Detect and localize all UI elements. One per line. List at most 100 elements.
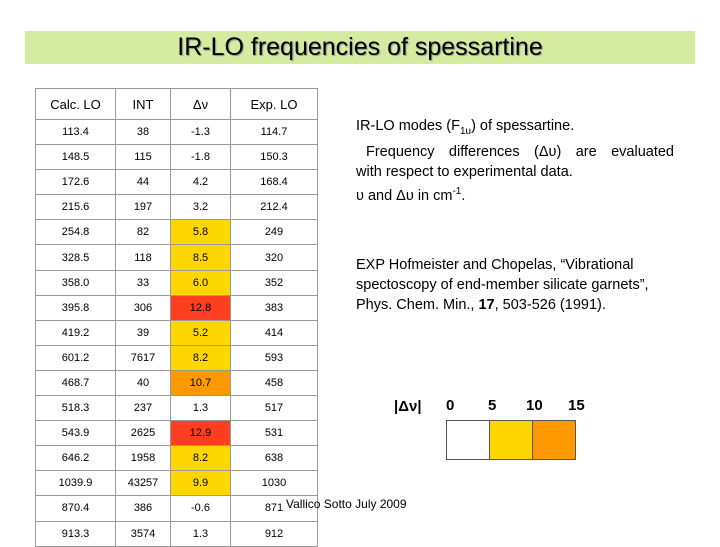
page-title: IR-LO frequencies of spessartine — [177, 33, 543, 61]
header-exp-lo: Exp. LO — [230, 88, 318, 120]
legend-swatch-0-5 — [446, 420, 490, 460]
cell-calc-lo: 601.2 — [35, 344, 116, 371]
header-int: INT — [115, 88, 171, 120]
cell-delta-nu: 3.2 — [170, 194, 231, 221]
table-row: 646.2 1958 8.2 638 — [35, 445, 318, 472]
table-row: 518.3 237 1.3 517 — [35, 395, 318, 422]
cell-delta-nu: 8.5 — [170, 244, 231, 271]
cell-exp-lo: 114.7 — [230, 118, 318, 146]
cell-exp-lo: 638 — [230, 445, 318, 472]
table-body: 113.4 38 -1.3 114.7 148.5 115 -1.8 150.3 172.6 44… — [35, 118, 318, 547]
cell-delta-nu: 12.9 — [170, 420, 231, 447]
cell-int: 237 — [115, 395, 171, 422]
cell-exp-lo: 352 — [230, 269, 318, 296]
cell-exp-lo: 912 — [230, 520, 318, 547]
table-row: 543.9 2625 12.9 531 — [35, 420, 318, 447]
cell-exp-lo: 531 — [230, 420, 318, 447]
cell-exp-lo: 150.3 — [230, 144, 318, 171]
table-row: 328.5 118 8.5 320 — [35, 244, 318, 271]
frequency-table: Calc. LO INT Δν Exp. LO 113.4 38 -1.3 114.7… — [35, 88, 318, 547]
cell-exp-lo: 458 — [230, 369, 318, 397]
title-banner: IR-LO frequencies of spessartine — [25, 31, 695, 64]
table-row: 358.0 33 6.0 352 — [35, 269, 318, 296]
reference-citation: EXP Hofmeister and Chopelas, “Vibrationa… — [356, 255, 686, 315]
cell-int: 3574 — [115, 520, 171, 547]
cell-int: 2625 — [115, 420, 171, 447]
cell-int: 306 — [115, 294, 171, 321]
cell-calc-lo: 395.8 — [35, 294, 116, 321]
cell-exp-lo: 593 — [230, 344, 318, 371]
table-row: 913.3 3574 1.3 912 — [35, 520, 318, 547]
table-row: 468.7 40 10.7 458 — [35, 369, 318, 397]
cell-delta-nu: -1.3 — [170, 118, 231, 146]
table-row: 1039.9 43257 9.9 1030 — [35, 470, 318, 497]
cell-calc-lo: 543.9 — [35, 420, 116, 447]
cell-delta-nu: -0.6 — [170, 495, 231, 522]
cell-int: 43257 — [115, 470, 171, 497]
table-row: 419.2 39 5.2 414 — [35, 319, 318, 346]
cell-calc-lo: 646.2 — [35, 445, 116, 472]
cell-exp-lo: 517 — [230, 395, 318, 422]
legend-tick-10: 10 — [526, 397, 543, 414]
cell-calc-lo: 254.8 — [35, 219, 116, 246]
table-row: 113.4 38 -1.3 114.7 — [35, 118, 318, 146]
description-line-2: Frequency differences (Δυ) are evaluated — [366, 143, 674, 160]
cell-int: 44 — [115, 169, 171, 196]
cell-int: 386 — [115, 495, 171, 522]
cell-calc-lo: 870.4 — [35, 495, 116, 522]
table-row: 395.8 306 12.8 383 — [35, 294, 318, 321]
cell-int: 118 — [115, 244, 171, 271]
cell-exp-lo: 320 — [230, 244, 318, 271]
cell-delta-nu: 6.0 — [170, 269, 231, 296]
cell-delta-nu: 9.9 — [170, 470, 231, 497]
reference-line-3: Phys. Chem. Min., 17, 503-526 (1991). — [356, 297, 606, 313]
cell-calc-lo: 1039.9 — [35, 470, 116, 497]
table-row: 254.8 82 5.8 249 — [35, 219, 318, 246]
cell-calc-lo: 518.3 — [35, 395, 116, 422]
footer-credit: Vallico Sotto July 2009 — [286, 497, 407, 511]
cell-int: 33 — [115, 269, 171, 296]
reference-line-2: spectoscopy of end-member silicate garne… — [356, 277, 649, 293]
table-header-row: Calc. LO INT Δν Exp. LO — [35, 88, 318, 120]
cell-delta-nu: 1.3 — [170, 395, 231, 422]
cell-delta-nu: 1.3 — [170, 520, 231, 547]
cell-int: 39 — [115, 319, 171, 346]
cell-delta-nu: 8.2 — [170, 445, 231, 472]
cell-delta-nu: -1.8 — [170, 144, 231, 171]
cell-calc-lo: 328.5 — [35, 244, 116, 271]
cell-calc-lo: 215.6 — [35, 194, 116, 221]
header-delta-nu: Δν — [170, 88, 231, 120]
cell-delta-nu: 5.2 — [170, 319, 231, 346]
description-line-1: IR-LO modes (F1u) of spessartine. — [356, 118, 575, 137]
cell-exp-lo: 414 — [230, 319, 318, 346]
description-line-4: υ and Δυ in cm-1. — [356, 185, 466, 204]
cell-delta-nu: 4.2 — [170, 169, 231, 196]
table-row: 870.4 386 -0.6 871 — [35, 495, 318, 522]
legend-swatch-10-15 — [532, 420, 576, 460]
cell-exp-lo: 871 — [230, 495, 318, 522]
table-row: 601.2 7617 8.2 593 — [35, 344, 318, 371]
cell-exp-lo: 249 — [230, 219, 318, 246]
cell-delta-nu: 10.7 — [170, 369, 231, 397]
cell-int: 40 — [115, 369, 171, 397]
table-row: 172.6 44 4.2 168.4 — [35, 169, 318, 196]
table-row: 215.6 197 3.2 212.4 — [35, 194, 318, 221]
legend-swatch-5-10 — [489, 420, 533, 460]
reference-line-1: EXP Hofmeister and Chopelas, “Vibrationa… — [356, 257, 634, 273]
cell-int: 38 — [115, 118, 171, 146]
cell-delta-nu: 5.8 — [170, 219, 231, 246]
legend-tick-5: 5 — [488, 397, 497, 414]
cell-int: 197 — [115, 194, 171, 221]
cell-calc-lo: 468.7 — [35, 369, 116, 397]
table-row: 148.5 115 -1.8 150.3 — [35, 144, 318, 171]
cell-calc-lo: 358.0 — [35, 269, 116, 296]
cell-delta-nu: 8.2 — [170, 344, 231, 371]
cell-calc-lo: 419.2 — [35, 319, 116, 346]
cell-calc-lo: 172.6 — [35, 169, 116, 196]
header-calc-lo: Calc. LO — [35, 88, 116, 120]
cell-calc-lo: 113.4 — [35, 118, 116, 146]
legend-tick-15: 15 — [568, 397, 585, 414]
cell-int: 82 — [115, 219, 171, 246]
cell-exp-lo: 212.4 — [230, 194, 318, 221]
cell-calc-lo: 148.5 — [35, 144, 116, 171]
